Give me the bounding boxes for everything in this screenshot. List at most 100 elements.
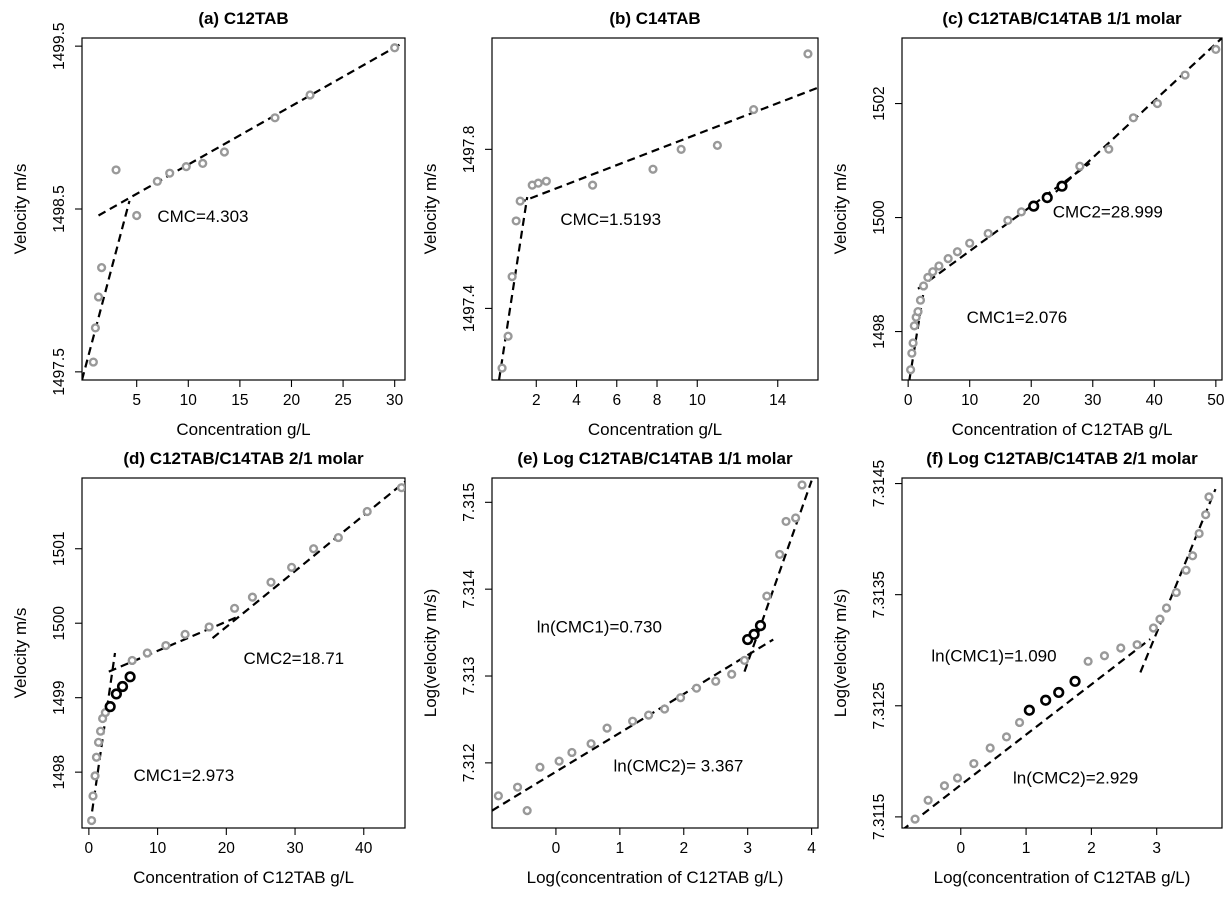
data-point <box>165 168 175 178</box>
data-point <box>515 196 525 206</box>
cmc-annotation: CMC2=28.999 <box>1053 203 1163 222</box>
chart-panel-2: (b) C14TAB Concentration g/L Velocity m/s 2… <box>421 9 819 439</box>
fit-line <box>82 200 131 380</box>
data-point <box>152 176 162 186</box>
data-point <box>533 178 543 188</box>
data-point <box>711 676 721 686</box>
data-point <box>181 162 191 172</box>
fit-line <box>743 480 813 673</box>
data-point <box>915 295 926 305</box>
data-point <box>1001 732 1012 742</box>
y-axis-label: Velocity m/s <box>421 164 440 255</box>
data-point <box>691 683 702 693</box>
fit-line <box>917 162 1091 290</box>
data-point <box>983 228 993 239</box>
data-point <box>180 629 190 639</box>
y-tick-label: 1497.4 <box>461 284 478 332</box>
data-point <box>1180 70 1190 80</box>
y-tick-label: 7.3125 <box>871 682 888 729</box>
x-tick-label: 0 <box>956 840 965 857</box>
data-point <box>87 815 97 826</box>
y-tick-label: 1497.8 <box>461 126 478 173</box>
data-point <box>969 758 979 769</box>
x-tick-label: 0 <box>552 840 561 857</box>
data-point <box>1188 551 1198 561</box>
data-point <box>142 648 152 658</box>
plot-area <box>492 480 813 816</box>
x-tick-label: 1 <box>616 840 625 857</box>
data-point <box>586 739 596 749</box>
data-point <box>124 671 136 683</box>
data-point <box>1083 656 1093 666</box>
data-point <box>308 544 319 554</box>
data-point <box>111 165 121 175</box>
chart-title: (a) C12TAB <box>198 9 288 28</box>
x-tick-label: 20 <box>218 840 236 857</box>
y-tick-label: 1502 <box>871 86 888 120</box>
data-point <box>739 655 750 665</box>
chart-panel-4: (d) C12TAB/C14TAB 2/1 molar Concentration… <box>11 449 406 887</box>
data-point <box>1028 200 1040 212</box>
data-point <box>906 365 916 375</box>
y-tick-label: 7.315 <box>461 483 478 522</box>
y-tick-label: 7.3115 <box>871 794 888 840</box>
plot-frame <box>491 477 819 829</box>
x-axis-label: Concentration of C12TAB g/L <box>952 420 1173 439</box>
data-point <box>909 321 919 331</box>
plot-frame <box>491 37 819 381</box>
cmc-annotation: ln(CMC1)=1.090 <box>931 646 1056 665</box>
chart-title: (e) Log C12TAB/C14TAB 1/1 molar <box>517 449 793 468</box>
data-point <box>907 348 917 358</box>
data-point <box>659 704 670 714</box>
data-point <box>535 762 545 772</box>
y-tick-label: 1501 <box>51 532 68 566</box>
chart-title: (b) C14TAB <box>609 9 700 28</box>
plot-area <box>903 488 1217 828</box>
data-point <box>266 577 276 587</box>
data-point <box>644 710 654 720</box>
data-point <box>493 791 503 801</box>
x-tick-label: 4 <box>807 840 816 857</box>
data-point <box>396 483 405 493</box>
x-tick-label: 50 <box>1207 392 1225 409</box>
data-point <box>939 781 950 791</box>
data-point <box>1132 640 1142 650</box>
x-axis-label: Concentration g/L <box>588 420 722 439</box>
chart-panel-3: (c) C12TAB/C14TAB 1/1 molar Concentration… <box>831 9 1225 439</box>
y-axis-label: Log(velocity m/s) <box>421 589 440 717</box>
x-tick-label: 5 <box>132 392 141 409</box>
x-tick-label: 3 <box>1152 840 1161 857</box>
cmc-annotation: CMC2=18.71 <box>244 649 345 668</box>
y-tick-label: 1500 <box>871 200 888 235</box>
y-tick-label: 1498 <box>51 755 68 789</box>
data-point <box>305 90 315 100</box>
data-point <box>198 158 208 169</box>
x-axis-label: Log(concentration of C12TAB g/L) <box>527 868 784 887</box>
chart-panel-1: (a) C12TAB Concentration g/L Velocity m/s 5… <box>11 9 406 439</box>
data-point <box>1053 686 1065 699</box>
data-point <box>923 272 933 283</box>
y-tick-label: 7.313 <box>461 657 478 696</box>
data-point <box>95 726 106 736</box>
x-tick-label: 2 <box>532 392 541 409</box>
y-tick-label: 1499.5 <box>51 22 68 69</box>
data-point <box>1104 144 1114 154</box>
data-point <box>602 723 612 733</box>
data-point <box>497 363 507 373</box>
data-point <box>675 693 686 703</box>
data-point <box>952 773 963 783</box>
data-point <box>1211 44 1221 55</box>
x-axis-label: Concentration g/L <box>176 420 310 439</box>
chart-title: (d) C12TAB/C14TAB 2/1 molar <box>123 449 364 468</box>
data-point <box>97 263 107 273</box>
data-point <box>749 104 759 115</box>
data-point <box>676 144 686 154</box>
data-point <box>503 331 513 341</box>
cmc-annotation: ln(CMC1)=0.730 <box>537 618 662 637</box>
y-tick-label: 1499 <box>51 680 68 714</box>
data-point <box>910 814 920 824</box>
data-point <box>1016 207 1026 217</box>
data-point <box>648 164 658 174</box>
x-tick-label: 40 <box>355 840 373 857</box>
